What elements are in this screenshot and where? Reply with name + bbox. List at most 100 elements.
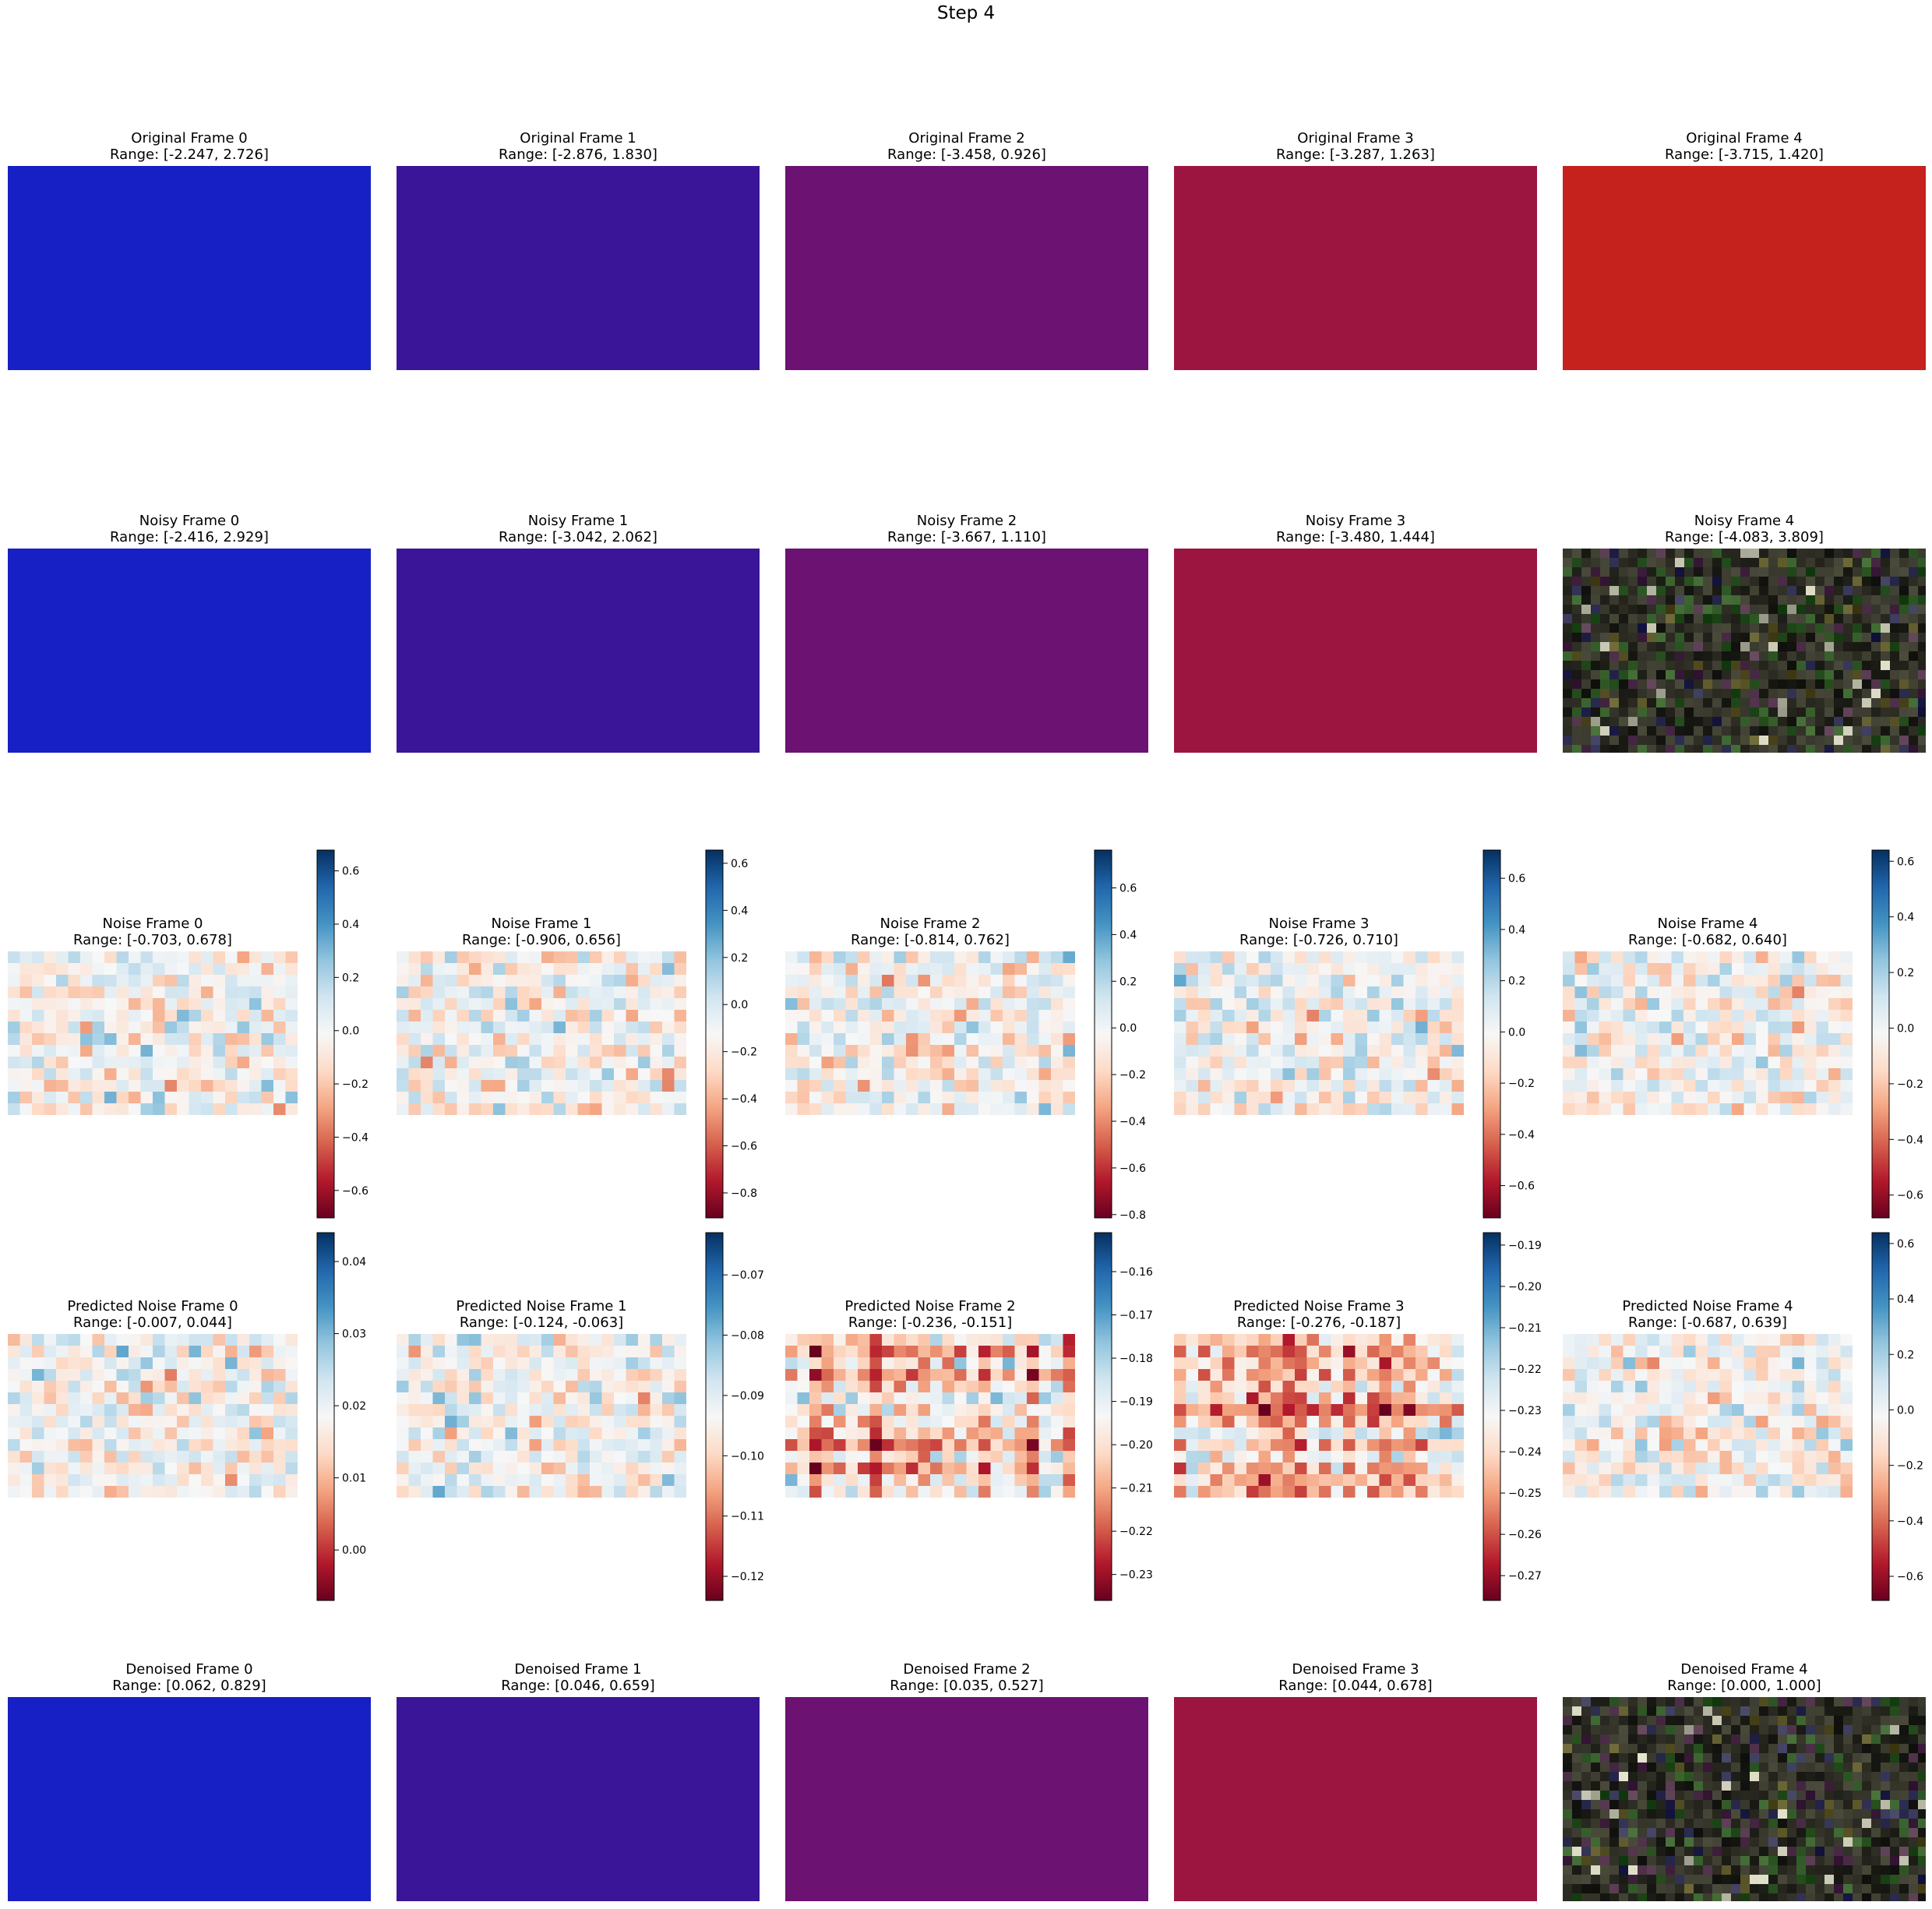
heatmap-cell [116, 986, 129, 999]
heatmap-cell [8, 975, 20, 987]
image-pixel [1796, 623, 1806, 633]
heatmap-cell [1271, 1486, 1283, 1498]
heatmap-cell [785, 1080, 798, 1092]
heatmap-cell [189, 998, 202, 1011]
heatmap-cell [1792, 1334, 1805, 1346]
heatmap-cell [1063, 1381, 1075, 1393]
heatmap-cell [261, 1392, 274, 1405]
heatmap-cell [894, 975, 907, 987]
heatmap-cell [1743, 1404, 1757, 1417]
heatmap-cell [1234, 1369, 1247, 1381]
heatmap-cell [614, 1404, 626, 1417]
image-pixel [1750, 558, 1759, 567]
heatmap-cell [1198, 1439, 1211, 1452]
heatmap-cell [1708, 1022, 1720, 1034]
image-pixel [1628, 679, 1638, 689]
image-pixel [1918, 651, 1926, 661]
image-pixel [1871, 614, 1881, 623]
image-pixel [1666, 651, 1675, 661]
heatmap-cell [1282, 1416, 1296, 1428]
heatmap-cell [1027, 1439, 1039, 1452]
image-pixel [1834, 1781, 1843, 1791]
heatmap-cell [1234, 1474, 1247, 1487]
heatmap-cell [918, 1357, 931, 1370]
image-pixel [1899, 1706, 1909, 1716]
heatmap-cell [1440, 951, 1452, 964]
image-pixel [1824, 642, 1834, 651]
heatmap-cell [177, 1369, 189, 1381]
heatmap-cell [614, 986, 626, 999]
image-pixel [1600, 586, 1609, 595]
image-pixel [1666, 689, 1675, 698]
heatmap-cell [164, 986, 178, 999]
image-pixel [1750, 1697, 1759, 1706]
heatmap-cell [541, 975, 554, 987]
heatmap-cell [906, 1103, 918, 1115]
heatmap-cell [421, 986, 433, 999]
heatmap-cell [529, 1045, 542, 1057]
image-pixel [1862, 1772, 1871, 1781]
heatmap-cell [1246, 1068, 1259, 1081]
heatmap-cell [797, 986, 810, 999]
heatmap-cell [1027, 1392, 1039, 1405]
image-pixel [1638, 1744, 1647, 1753]
image-pixel [1740, 717, 1750, 726]
image-pixel [1815, 679, 1824, 689]
heatmap-cell [1574, 975, 1588, 987]
heatmap-cell [954, 1416, 967, 1428]
heatmap-cell [397, 1057, 409, 1069]
heatmap-cell [408, 1463, 421, 1475]
heatmap-cell [1331, 1463, 1344, 1475]
heatmap-cell [213, 1486, 226, 1498]
heatmap-cell [1282, 1068, 1296, 1081]
heatmap-cell [1695, 1057, 1708, 1069]
heatmap-cell [1756, 1057, 1768, 1069]
heatmap-cell [1319, 1045, 1331, 1057]
heatmap-cell [201, 1033, 213, 1046]
image-pixel [1740, 567, 1750, 577]
heatmap-cell [1306, 1033, 1320, 1046]
heatmap-cell [1295, 1010, 1307, 1022]
heatmap-cell [858, 1068, 870, 1081]
image-pixel [1881, 1800, 1890, 1809]
heatmap-cell [1014, 1068, 1028, 1081]
heatmap-cell [566, 1369, 578, 1381]
heatmap-cell [80, 1474, 93, 1487]
heatmap-cell [650, 1463, 663, 1475]
heatmap-cell [601, 1416, 615, 1428]
heatmap-cell [1683, 1392, 1696, 1405]
heatmap-cell [1210, 975, 1223, 987]
heatmap-cell [1828, 1092, 1841, 1104]
heatmap-cell [1416, 1033, 1428, 1046]
heatmap-cell [505, 1451, 518, 1463]
heatmap-cell [797, 1045, 810, 1057]
heatmap-cell [421, 1486, 433, 1498]
heatmap-cell [1319, 1033, 1331, 1046]
image-pixel [1712, 726, 1722, 736]
image-pixel [1563, 1744, 1572, 1753]
heatmap-cell [954, 963, 967, 976]
heatmap-cell [1756, 951, 1768, 964]
colorbar-tick-label: −0.4 [1508, 1129, 1535, 1142]
image-pixel [1787, 651, 1796, 661]
image-pixel [1918, 633, 1926, 642]
heatmap-cell [882, 963, 894, 976]
image-pixel [1824, 698, 1834, 707]
image-pixel [1572, 1772, 1581, 1781]
heatmap-cell [1306, 986, 1320, 999]
heatmap-cell [906, 951, 918, 964]
image-pixel [1740, 670, 1750, 679]
heatmap-cell [44, 1045, 57, 1057]
colorbar-tick-label: 0.4 [1508, 924, 1525, 937]
image-pixel [1890, 595, 1899, 605]
panel-title-range: Range: [-3.042, 2.062] [499, 529, 658, 545]
panel-title-name: Noise Frame 4 [1657, 916, 1758, 932]
heatmap-cell [577, 1057, 591, 1069]
heatmap-cell [990, 963, 1003, 976]
heatmap-cell [1440, 963, 1452, 976]
image-pixel [1806, 1697, 1815, 1706]
heatmap-cell [129, 1010, 141, 1022]
heatmap-cell [1198, 951, 1211, 964]
heatmap-cell [1563, 1463, 1575, 1475]
heatmap-cell [1427, 1486, 1440, 1498]
